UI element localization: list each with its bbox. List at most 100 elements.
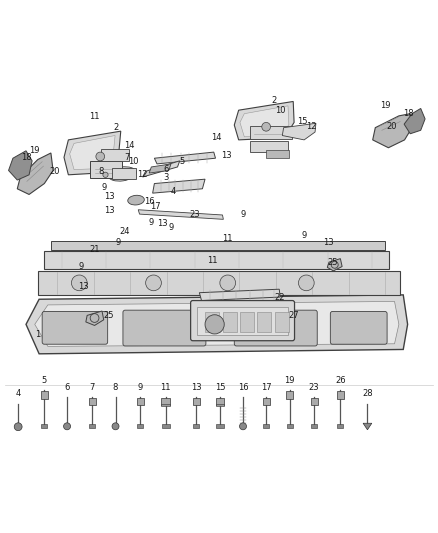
Circle shape [64,423,71,430]
Bar [44,251,389,269]
Bar [38,271,400,295]
Text: 5: 5 [179,157,184,166]
Bar [193,424,199,427]
Polygon shape [26,295,408,354]
Bar [286,391,293,399]
Text: 9: 9 [79,262,84,271]
Text: 8: 8 [99,167,104,176]
Text: 9: 9 [116,238,121,247]
Polygon shape [283,123,316,140]
Text: 13: 13 [323,238,333,247]
Bar [258,312,272,332]
Text: 2: 2 [114,123,119,132]
Bar [216,424,224,429]
Text: 28: 28 [362,390,373,398]
Ellipse shape [108,167,136,181]
Text: 11: 11 [160,383,171,392]
Text: 27: 27 [289,311,300,320]
Bar [263,424,269,427]
Polygon shape [143,161,180,177]
FancyBboxPatch shape [42,311,108,344]
Text: 13: 13 [78,281,89,290]
Text: 23: 23 [309,383,319,392]
Bar [193,398,200,405]
Bar [215,405,224,406]
Bar [266,150,289,158]
Text: 9: 9 [148,219,154,228]
Bar [337,391,344,399]
Polygon shape [199,289,280,301]
Text: 14: 14 [212,133,222,142]
Text: 13: 13 [157,219,168,228]
Text: 17: 17 [261,383,272,392]
Polygon shape [152,179,205,193]
Bar [90,161,122,178]
Bar [138,424,144,427]
Polygon shape [234,101,294,140]
Text: 1: 1 [35,330,40,338]
Text: 18: 18 [21,153,32,162]
Text: 19: 19 [29,146,40,155]
Bar [41,424,47,427]
Bar [89,424,95,427]
Bar [240,312,254,332]
Polygon shape [86,311,104,326]
Text: 25: 25 [104,311,114,320]
Bar [263,398,270,405]
Text: 7: 7 [90,383,95,392]
Polygon shape [17,153,53,195]
Text: 4: 4 [15,390,21,398]
Bar [51,241,385,250]
Bar [205,312,219,332]
Polygon shape [363,423,372,430]
Text: 10: 10 [128,157,138,166]
Text: 15: 15 [215,383,225,392]
Circle shape [14,423,22,431]
Bar [112,168,136,179]
Bar [161,398,170,405]
Text: 20: 20 [49,167,60,176]
Bar [337,424,343,427]
Polygon shape [404,108,425,134]
Text: 21: 21 [89,245,100,254]
Bar [101,149,130,161]
Circle shape [298,275,314,290]
Bar [215,398,224,405]
Text: 16: 16 [144,197,155,206]
Bar [251,141,288,152]
Text: 26: 26 [335,376,346,385]
Bar [137,398,144,405]
Text: 17: 17 [150,202,161,211]
Circle shape [240,423,247,430]
Polygon shape [327,259,342,271]
Text: 22: 22 [274,294,285,302]
FancyBboxPatch shape [123,310,206,346]
FancyBboxPatch shape [330,311,387,344]
Text: 9: 9 [102,182,107,191]
Ellipse shape [128,195,144,205]
Circle shape [262,123,271,131]
Bar [311,424,317,427]
Text: 11: 11 [207,256,218,265]
Text: 13: 13 [191,383,201,392]
Text: 3: 3 [163,173,169,182]
Circle shape [103,172,108,177]
Text: 2: 2 [272,96,277,105]
Bar [275,312,289,332]
Polygon shape [154,152,215,164]
Text: 20: 20 [387,122,397,131]
Polygon shape [70,135,115,169]
Text: 6: 6 [64,383,70,392]
Bar [161,405,170,406]
Bar [251,126,292,139]
Text: 9: 9 [301,231,307,240]
FancyBboxPatch shape [191,301,294,341]
FancyBboxPatch shape [234,310,317,346]
Text: 9: 9 [240,211,246,220]
Circle shape [220,275,236,290]
Text: 12: 12 [138,171,148,179]
Polygon shape [138,210,223,220]
Text: 15: 15 [297,117,307,126]
Circle shape [112,423,119,430]
Polygon shape [149,164,171,173]
